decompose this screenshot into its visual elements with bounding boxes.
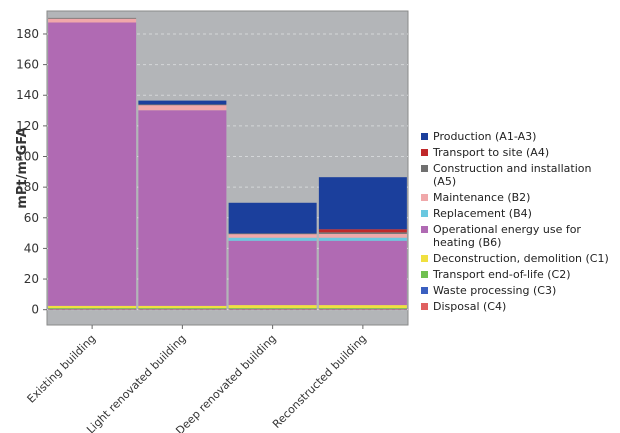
bar-segment: [318, 305, 407, 309]
y-axis-label: mPt/m²GFA: [15, 127, 30, 208]
legend-label: Deconstruction, demolition (C1): [433, 252, 609, 265]
bar-segment: [228, 202, 317, 234]
legend-swatch: [421, 226, 428, 233]
legend-label: Production (A1-A3): [433, 130, 537, 143]
y-tick-label: 40: [24, 241, 39, 255]
legend-label: Construction and installation (A5): [433, 162, 592, 188]
bar-segment: [138, 308, 227, 309]
bar-segment: [318, 237, 407, 241]
legend-item: Maintenance (B2): [421, 191, 616, 204]
bar-segment: [48, 308, 137, 310]
legend-label: Operational energy use for heating (B6): [433, 223, 581, 249]
bar-segment: [318, 229, 407, 233]
bar-segment: [318, 308, 407, 309]
legend-label: Waste processing (C3): [433, 284, 557, 297]
bar-segment: [228, 308, 317, 310]
y-tick-label: 0: [31, 303, 39, 317]
legend-label: Transport end-of-life (C2): [433, 268, 571, 281]
bar-segment: [228, 233, 317, 235]
legend-label: Disposal (C4): [433, 300, 507, 313]
legend-swatch: [421, 287, 428, 294]
legend-item: Transport end-of-life (C2): [421, 268, 616, 281]
legend-item: Deconstruction, demolition (C1): [421, 252, 616, 265]
legend-swatch: [421, 271, 428, 278]
bar-segment: [318, 233, 407, 238]
y-tick-label: 60: [24, 211, 39, 225]
legend-item: Transport to site (A4): [421, 146, 616, 159]
legend-swatch: [421, 149, 428, 156]
bar-segment: [138, 308, 227, 310]
bar-segment: [48, 305, 137, 309]
legend-label: Transport to site (A4): [433, 146, 550, 159]
legend-item: Construction and installation (A5): [421, 162, 616, 188]
legend-swatch: [421, 133, 428, 140]
bar-segment: [48, 308, 137, 309]
bar-segment: [138, 100, 227, 105]
legend-swatch: [421, 165, 428, 172]
bar-segment: [318, 308, 407, 310]
y-tick-label: 120: [16, 119, 39, 133]
y-tick-label: 100: [16, 150, 39, 164]
legend-item: Waste processing (C3): [421, 284, 616, 297]
legend-item: Operational energy use for heating (B6): [421, 223, 616, 249]
legend-swatch: [421, 303, 428, 310]
y-axis-ticks: 0 20 40 60 80 100 120 140 160 180: [16, 27, 47, 317]
bar-segment: [318, 177, 407, 230]
legend: Production (A1-A3) Transport to site (A4)…: [421, 130, 616, 316]
legend-item: Replacement (B4): [421, 207, 616, 220]
x-tick-label: Deep renovated building: [173, 332, 278, 433]
bar-segment: [138, 110, 227, 306]
bars: [48, 17, 407, 310]
y-tick-label: 20: [24, 272, 39, 286]
bar-segment: [228, 305, 317, 309]
legend-label: Maintenance (B2): [433, 191, 531, 204]
legend-swatch: [421, 255, 428, 262]
bar-segment: [228, 237, 317, 241]
bar-segment: [318, 240, 407, 306]
legend-swatch: [421, 210, 428, 217]
bar-segment: [228, 240, 317, 306]
legend-label: Replacement (B4): [433, 207, 532, 220]
y-tick-label: 160: [16, 58, 39, 72]
x-tick-label: Light renovated building: [84, 332, 188, 433]
bar-segment: [228, 308, 317, 309]
bar-segment: [318, 232, 407, 234]
bar-segment: [48, 17, 137, 19]
bar-segment: [48, 18, 137, 23]
y-tick-label: 180: [16, 27, 39, 41]
y-tick-label: 80: [24, 180, 39, 194]
y-tick-label: 140: [16, 88, 39, 102]
bar-segment: [228, 233, 317, 238]
bar-segment: [138, 104, 227, 111]
legend-item: Production (A1-A3): [421, 130, 616, 143]
bar-segment: [48, 22, 137, 306]
legend-item: Disposal (C4): [421, 300, 616, 313]
legend-swatch: [421, 194, 428, 201]
x-tick-label: Reconstructed building: [270, 332, 369, 431]
bar-segment: [138, 104, 227, 106]
bar-segment: [138, 305, 227, 309]
x-tick-label: Existing building: [25, 332, 99, 406]
